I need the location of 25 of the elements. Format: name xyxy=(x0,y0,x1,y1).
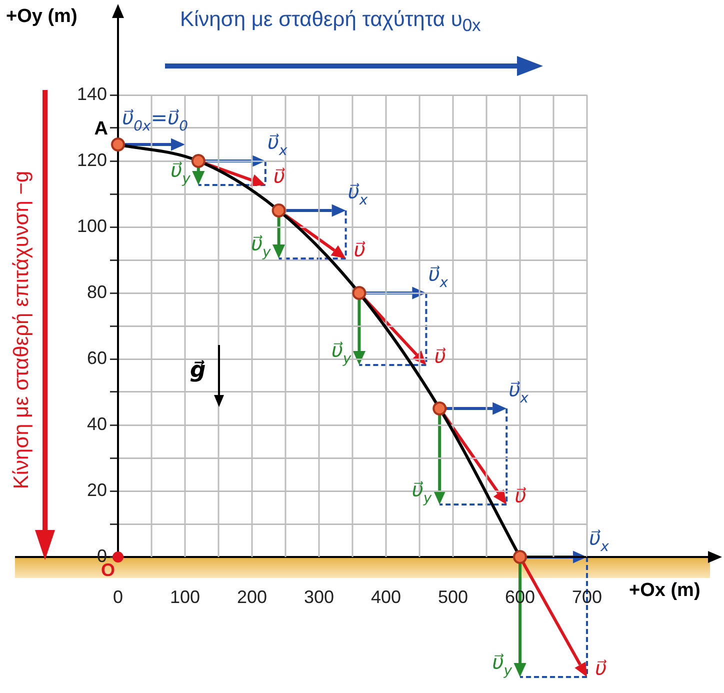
x-tick-label: 0 xyxy=(112,586,124,607)
y-axis-title: +Oy (m) xyxy=(6,6,78,28)
annotation: υ⃗ xyxy=(354,238,366,262)
x-tick-label: 200 xyxy=(236,586,268,607)
y-tick-label: 40 xyxy=(86,414,107,434)
y-tick-label: 100 xyxy=(76,216,107,236)
y-tick-label: 60 xyxy=(86,348,107,368)
chart-title: Κίνηση με σταθερή ταχύτητα υ$_{0x}$ xyxy=(180,8,481,36)
x-tick-label: 500 xyxy=(438,586,468,607)
x-tick-label: 100 xyxy=(170,586,200,607)
y-tick-label: 120 xyxy=(76,150,107,170)
y-tick-label: 140 xyxy=(76,84,107,104)
x-tick-label: 300 xyxy=(304,586,334,607)
annotation: υ⃗ xyxy=(514,484,527,508)
x-axis-title: +Ox (m) xyxy=(629,580,700,602)
annotation: g⃗ xyxy=(190,358,206,383)
x-tick-label: 400 xyxy=(370,586,402,607)
y-tick-label: 80 xyxy=(86,282,107,302)
annotation: υ⃗ xyxy=(434,344,446,368)
annotation: A xyxy=(94,118,108,140)
annotation: υ⃗ xyxy=(595,656,607,680)
y-tick-label: 20 xyxy=(86,480,107,500)
x-tick-label: 700 xyxy=(572,586,602,607)
annotation: υ⃗ xyxy=(273,164,286,188)
text: Κίνηση με σταθερή επιτάχυνση −g xyxy=(10,170,34,490)
